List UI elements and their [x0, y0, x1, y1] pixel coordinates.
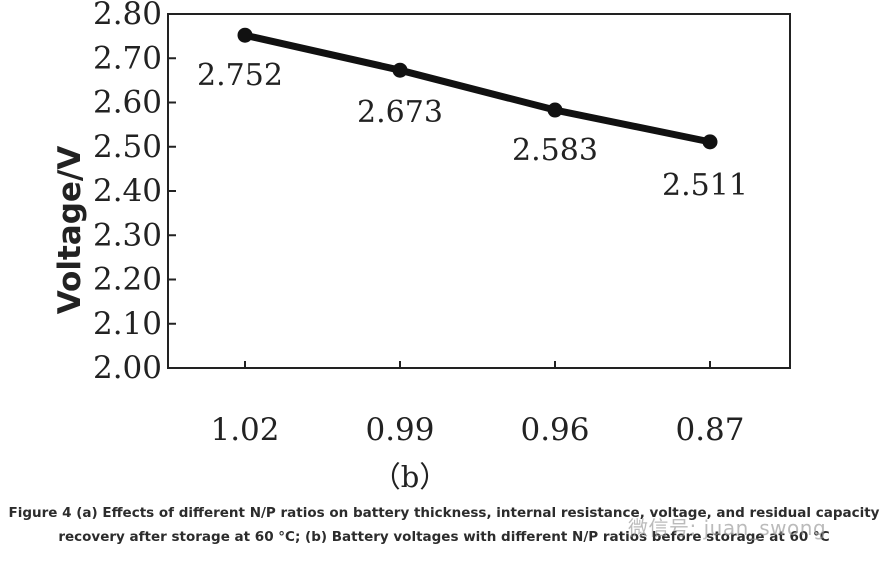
x-tick-label: 0.96: [520, 412, 589, 448]
y-tick-label: 2.30: [93, 217, 162, 253]
y-tick-label: 2.20: [93, 262, 162, 298]
data-label: 2.673: [357, 95, 443, 130]
x-tick-label: 0.99: [365, 412, 434, 448]
series-line: 2.752 2.673 2.583 2.511: [197, 27, 748, 203]
data-point: [702, 134, 718, 150]
y-tick-label: 2.10: [93, 306, 162, 342]
y-axis: 2.00 2.10 2.20 2.30 2.40 2.50 2.60 2.70 2.80: [93, 0, 176, 386]
y-tick-label: 2.80: [93, 0, 162, 32]
x-tick-label: 0.87: [675, 412, 744, 448]
data-point: [237, 27, 253, 43]
y-tick-label: 2.40: [93, 173, 162, 209]
data-label: 2.583: [512, 133, 598, 168]
y-tick-label: 2.70: [93, 40, 162, 76]
data-label: 2.511: [662, 168, 748, 203]
data-label: 2.752: [197, 58, 283, 93]
panel-label: （b）: [372, 460, 449, 494]
watermark: 微信号: juan_swong: [628, 516, 827, 540]
figure-caption-line-1: Figure 4 (a) Effects of different N/P ra…: [8, 505, 880, 521]
y-tick-label: 2.60: [93, 85, 162, 121]
x-tick-label: 1.02: [210, 412, 279, 448]
x-axis: 1.02 0.99 0.96 0.87: [210, 361, 745, 448]
chart: 2.00 2.10 2.20 2.30 2.40 2.50 2.60 2.70 2.80 1.0…: [52, 0, 791, 494]
y-axis-label: Voltage/V: [52, 146, 88, 315]
y-tick-label: 2.50: [93, 129, 162, 165]
data-point: [547, 102, 563, 118]
series-polyline: [244, 31, 711, 146]
figure-caption-line-2: recovery after storage at 60 °C; (b) Bat…: [58, 529, 830, 545]
data-point: [392, 62, 408, 78]
y-tick-label: 2.00: [93, 350, 162, 386]
